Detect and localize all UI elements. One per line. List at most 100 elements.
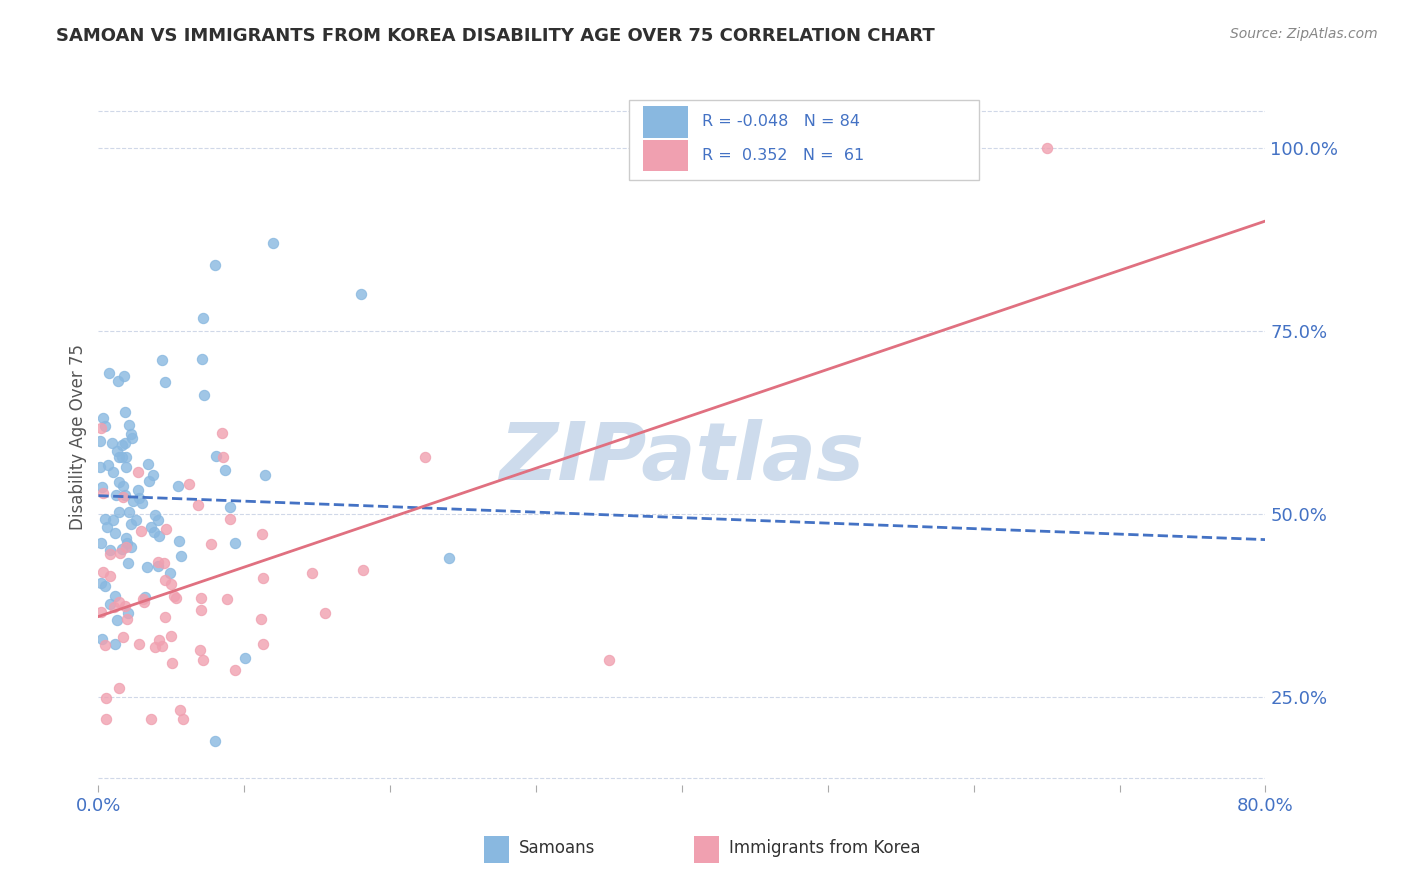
Point bbox=[437, 550, 460, 565]
FancyBboxPatch shape bbox=[644, 106, 688, 137]
Point bbox=[146, 555, 169, 569]
Point bbox=[110, 546, 132, 560]
Point bbox=[91, 486, 114, 500]
Point bbox=[90, 605, 112, 619]
Text: ZIPatlas: ZIPatlas bbox=[499, 419, 865, 497]
Point bbox=[115, 450, 138, 464]
Point bbox=[107, 443, 129, 458]
Point bbox=[94, 691, 117, 706]
Point bbox=[121, 431, 143, 445]
Point bbox=[187, 499, 209, 513]
Y-axis label: Disability Age Over 75: Disability Age Over 75 bbox=[69, 344, 87, 530]
Point bbox=[191, 653, 214, 667]
Point bbox=[262, 235, 284, 250]
Point bbox=[115, 535, 138, 549]
Point bbox=[105, 613, 128, 627]
Point bbox=[128, 637, 150, 651]
Point bbox=[114, 599, 136, 613]
Point bbox=[104, 526, 127, 541]
Point bbox=[165, 591, 187, 605]
Point bbox=[122, 494, 145, 508]
Point bbox=[91, 411, 114, 425]
Point bbox=[96, 520, 118, 534]
Point bbox=[233, 651, 256, 665]
Point bbox=[167, 479, 190, 493]
Point bbox=[94, 511, 117, 525]
Point bbox=[250, 612, 273, 626]
Point bbox=[153, 556, 176, 570]
Point bbox=[218, 500, 240, 514]
Point bbox=[120, 517, 142, 532]
Point bbox=[96, 712, 118, 726]
Point bbox=[141, 467, 163, 482]
Point bbox=[93, 418, 115, 433]
Point bbox=[598, 653, 620, 667]
Point bbox=[193, 388, 215, 402]
Point bbox=[134, 590, 156, 604]
Point bbox=[98, 543, 121, 558]
Point bbox=[93, 579, 115, 593]
Point bbox=[107, 595, 129, 609]
Point bbox=[167, 534, 190, 549]
Point bbox=[97, 366, 120, 380]
Point bbox=[153, 610, 176, 624]
Point bbox=[111, 479, 134, 493]
Point bbox=[136, 457, 159, 471]
Point bbox=[191, 351, 214, 366]
Point bbox=[148, 633, 170, 648]
Point bbox=[108, 505, 131, 519]
Point bbox=[114, 541, 136, 555]
Text: R =  0.352   N =  61: R = 0.352 N = 61 bbox=[702, 148, 865, 163]
Point bbox=[143, 525, 166, 540]
Point bbox=[204, 258, 226, 272]
Point bbox=[160, 657, 183, 671]
Point bbox=[90, 420, 112, 434]
Point bbox=[350, 287, 373, 301]
Text: R = -0.048   N = 84: R = -0.048 N = 84 bbox=[702, 114, 859, 129]
Point bbox=[143, 508, 166, 522]
Point bbox=[352, 563, 374, 577]
Point bbox=[211, 425, 233, 440]
Point bbox=[120, 426, 142, 441]
Point bbox=[101, 465, 124, 479]
Point bbox=[90, 575, 112, 590]
Point bbox=[314, 606, 336, 620]
Point bbox=[103, 637, 125, 651]
Point bbox=[114, 435, 136, 450]
Point bbox=[111, 438, 134, 452]
Point bbox=[128, 491, 150, 505]
Point bbox=[172, 712, 194, 726]
Point bbox=[101, 436, 124, 450]
Point bbox=[139, 712, 162, 726]
Point bbox=[97, 458, 120, 472]
Point bbox=[117, 556, 139, 570]
Point bbox=[114, 404, 136, 418]
Point bbox=[90, 632, 112, 646]
Point bbox=[124, 513, 146, 527]
Point bbox=[135, 560, 157, 574]
Point bbox=[163, 589, 186, 603]
Point bbox=[138, 474, 160, 488]
Point bbox=[301, 566, 323, 580]
Point bbox=[159, 629, 181, 643]
Point bbox=[131, 496, 153, 510]
Point bbox=[118, 417, 141, 432]
Point bbox=[145, 640, 167, 654]
Point bbox=[91, 565, 114, 579]
Point bbox=[190, 603, 212, 617]
FancyBboxPatch shape bbox=[630, 100, 980, 179]
Point bbox=[89, 434, 111, 449]
Point bbox=[98, 547, 121, 561]
Point bbox=[98, 569, 121, 583]
Point bbox=[252, 571, 274, 585]
Point bbox=[112, 368, 135, 383]
FancyBboxPatch shape bbox=[484, 837, 509, 863]
Point bbox=[131, 524, 153, 539]
Point bbox=[146, 513, 169, 527]
Point bbox=[170, 549, 193, 563]
Point bbox=[224, 535, 246, 549]
Point bbox=[190, 591, 212, 606]
Point bbox=[153, 376, 176, 390]
Point bbox=[219, 512, 242, 526]
Point bbox=[98, 597, 121, 611]
